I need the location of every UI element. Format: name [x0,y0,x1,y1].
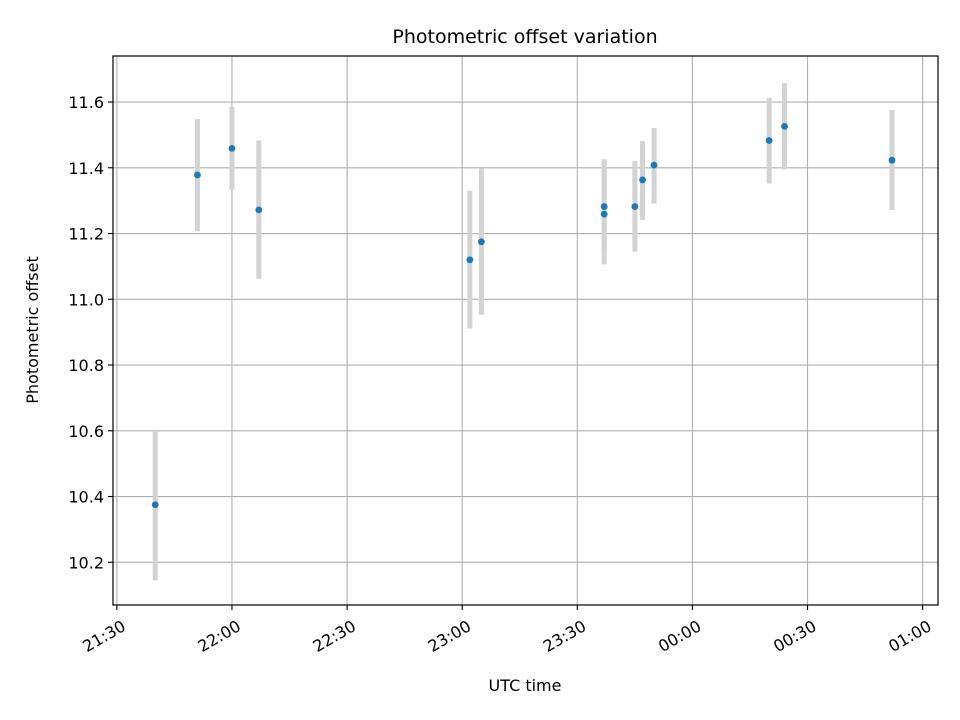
y-tick-label: 10.4 [68,488,104,507]
y-tick-label: 11.4 [68,159,104,178]
x-axis-label: UTC time [489,676,562,695]
data-point [781,122,788,130]
y-tick-label: 11.0 [68,290,104,309]
x-tick-label: 00:30 [770,616,819,656]
y-axis-ticks: 10.2 10.4 10.6 10.8 11.0 11.2 11.4 11.6 [68,93,113,572]
plot-frame [112,55,939,606]
data-point [631,203,639,210]
data-point [255,206,263,214]
x-tick-label: 22:30 [310,616,359,656]
data-point [600,210,608,218]
data-point [228,144,236,152]
y-tick-label: 11.6 [68,93,104,112]
data-point [194,171,201,179]
data-point [600,203,608,210]
y-tick-label: 10.6 [68,422,104,441]
data-point [639,176,646,184]
x-tick-label: 22:00 [195,616,244,656]
error-bars [152,82,895,581]
chart-title: Photometric offset variation [392,26,657,48]
y-axis-label: Photometric offset [23,256,42,404]
data-point [466,256,474,264]
data-point [151,501,159,509]
y-tick-label: 11.2 [68,225,104,244]
y-tick-label: 10.8 [68,356,104,375]
data-points [151,122,896,509]
grid-lines [113,56,938,605]
y-tick-label: 10.2 [68,553,104,572]
data-point [765,137,773,144]
data-point [650,161,658,169]
x-tick-label: 21:30 [79,616,128,656]
data-point [477,238,485,246]
x-tick-label: 00:00 [655,616,704,656]
data-point [888,156,896,164]
x-axis-ticks: 21:30 22:00 22:30 23:00 23:30 00:00 00:30 01:00 [79,605,935,656]
x-tick-label: 01:00 [885,616,934,656]
x-tick-label: 23:00 [425,616,474,656]
x-tick-label: 23:30 [540,616,589,656]
